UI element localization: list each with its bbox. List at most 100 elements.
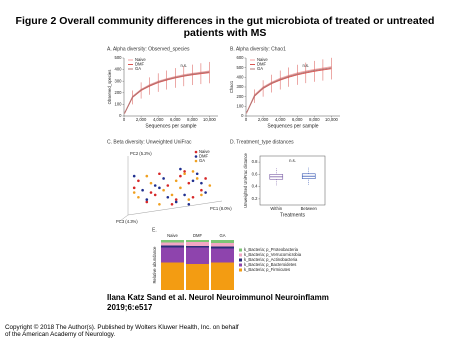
point xyxy=(141,188,144,192)
legend-label: Naive xyxy=(199,149,210,154)
y-tick-label: 0.6 xyxy=(252,171,258,176)
axis xyxy=(119,214,129,222)
point xyxy=(183,170,186,173)
category-label: DMF xyxy=(193,233,203,238)
point xyxy=(132,186,136,190)
point xyxy=(179,174,182,178)
point xyxy=(191,170,195,173)
point xyxy=(204,177,207,180)
category-label: Naive xyxy=(167,233,178,238)
plot-frame xyxy=(259,155,326,206)
point xyxy=(166,184,170,187)
bar-segment xyxy=(211,246,234,249)
x-tick-label: 6,000 xyxy=(292,117,303,122)
y-tick-label: 0 xyxy=(241,113,244,118)
bar-segment xyxy=(186,240,209,242)
point xyxy=(145,198,149,201)
point xyxy=(195,172,199,176)
panel-title: D. Treatment_type distances xyxy=(230,139,294,145)
point xyxy=(187,203,191,206)
y-axis-label: Unweighted UniFrac distance xyxy=(243,152,248,207)
x-axis-label: Sequences per sample xyxy=(267,123,318,129)
point xyxy=(187,181,191,185)
y-tick-label: 0 xyxy=(119,113,122,118)
x-axis-label: PC1 (8.0%) xyxy=(210,206,232,211)
legend-label: k_Bacteria; p_Actinobacteria xyxy=(244,257,298,262)
x-axis-label: Sequences per sample xyxy=(145,123,196,129)
x-axis-label: Treatments xyxy=(280,212,306,218)
point xyxy=(153,193,157,197)
series-line xyxy=(124,70,210,113)
bar-segment xyxy=(211,248,234,263)
y-tick-label: 200 xyxy=(237,94,245,99)
point xyxy=(145,174,149,178)
citation: Ilana Katz Sand et al. Neurol Neuroimmun… xyxy=(107,293,329,312)
annotation: n.s. xyxy=(180,63,187,68)
point xyxy=(195,177,199,180)
y-axis-label: Relative abundance xyxy=(152,246,157,284)
bar-segment xyxy=(211,240,234,243)
bar-segment xyxy=(186,242,209,246)
point xyxy=(137,195,140,199)
legend-swatch xyxy=(239,253,242,257)
point xyxy=(170,203,174,206)
y-tick-label: 0.8 xyxy=(252,159,258,164)
x-tick-label: 8,000 xyxy=(309,117,320,122)
point xyxy=(179,167,182,171)
x-tick-label: 0 xyxy=(123,117,126,122)
legend-swatch xyxy=(239,263,242,267)
bar-segment xyxy=(211,262,234,290)
point xyxy=(158,186,161,190)
y-axis-label: Chao1 xyxy=(229,80,234,93)
series-line xyxy=(246,66,332,113)
point xyxy=(158,172,161,176)
x-tick-label: 8,000 xyxy=(187,117,198,122)
x-tick-label: 0 xyxy=(245,117,248,122)
figure-title: Figure 2 Overall community differences i… xyxy=(15,15,435,39)
y-tick-label: 500 xyxy=(237,65,245,70)
legend-swatch xyxy=(239,258,242,262)
point xyxy=(174,200,178,204)
bar-segment xyxy=(186,246,209,248)
legend-label: Naive xyxy=(257,57,268,62)
point xyxy=(187,198,191,201)
y-tick-label: 300 xyxy=(115,78,123,83)
x-tick-label: 4,000 xyxy=(153,117,164,122)
point xyxy=(183,193,186,197)
bar-segment xyxy=(161,247,184,263)
legend-label: DMF xyxy=(199,154,209,159)
point xyxy=(145,200,149,204)
y-tick-label: 400 xyxy=(237,74,245,79)
x-tick-label: Within xyxy=(270,206,282,211)
panel-title: A. Alpha diversity: Observed_species xyxy=(107,46,190,52)
point xyxy=(162,188,165,192)
point xyxy=(174,198,178,201)
annotation: n.s. xyxy=(289,158,296,163)
point xyxy=(200,188,203,192)
point xyxy=(191,195,195,199)
point xyxy=(174,179,178,183)
legend-label: GA xyxy=(135,66,141,71)
legend-label: Naive xyxy=(135,57,146,62)
point xyxy=(162,177,165,180)
panel-title: B. Alpha diversity: Chao1 xyxy=(230,46,286,52)
legend-swatch xyxy=(194,150,198,154)
annotation: n.s. xyxy=(302,63,309,68)
panel-title: C. Beta diversity: Unweighted UniFrac xyxy=(107,139,192,145)
x-tick-label: 4,000 xyxy=(275,117,286,122)
point xyxy=(158,203,161,206)
point xyxy=(149,181,153,185)
y-tick-label: 400 xyxy=(115,67,123,72)
x-tick-label: 2,000 xyxy=(136,117,147,122)
point xyxy=(132,174,136,178)
z-axis-label: PC3 (4.3%) xyxy=(116,219,138,224)
legend-swatch xyxy=(239,268,242,272)
y-tick-label: 0.4 xyxy=(252,184,258,189)
legend-label: DMF xyxy=(135,62,145,67)
legend-swatch xyxy=(239,248,242,252)
series-line xyxy=(246,67,332,113)
legend-label: GA xyxy=(257,66,263,71)
legend-label: GA xyxy=(199,158,205,163)
